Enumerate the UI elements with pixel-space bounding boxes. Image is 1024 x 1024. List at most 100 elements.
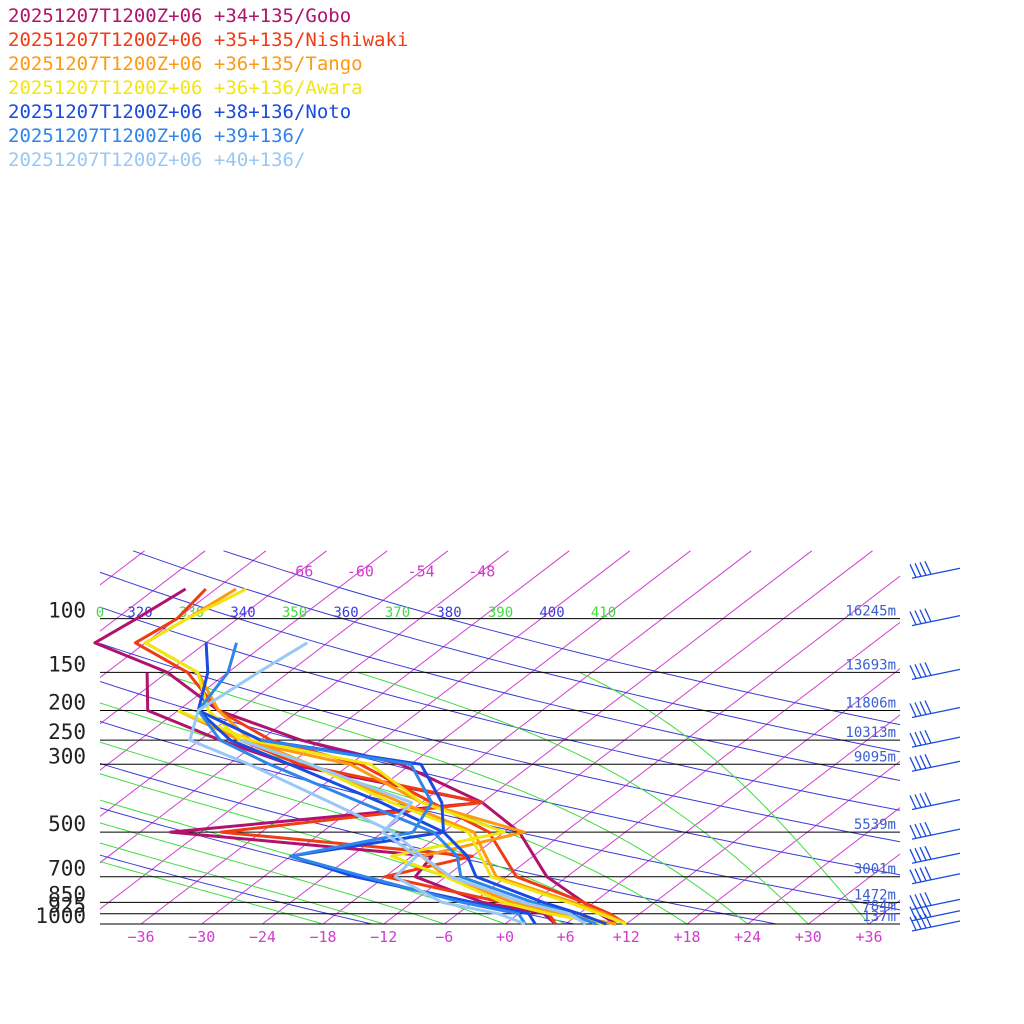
wind-barb-icon	[909, 821, 961, 840]
legend-item: 20251207T1200Z+06 +36+135/Tango	[8, 53, 363, 75]
height-label: 784m	[862, 899, 896, 915]
height-label: 137m	[862, 909, 896, 925]
temperature-tick-label: +30	[795, 928, 822, 946]
pressure-label: 150	[48, 652, 86, 676]
wind-barb-icon	[909, 729, 961, 748]
dry-adiabat-line	[100, 642, 900, 843]
dewpoint-series-line	[260, 738, 527, 925]
theta-label: 320	[127, 605, 152, 621]
temperature-series-line	[196, 642, 607, 926]
moist-adiabat-line	[100, 822, 445, 924]
pressure-label: 250	[48, 720, 86, 744]
dry-adiabat-line	[100, 606, 900, 811]
temperature-tick-label: −12	[370, 928, 397, 946]
temperature-tick-label: −6	[435, 928, 453, 946]
temperature-tick-label: +24	[734, 928, 761, 946]
temperature-tick-label: +18	[673, 928, 700, 946]
height-label: 16245m	[845, 604, 896, 620]
theta-label: 380	[436, 605, 461, 621]
wind-barb-icon	[909, 700, 961, 719]
isotherm-line	[100, 550, 570, 910]
legend-item: 20251207T1200Z+06 +35+135/Nishiwaki	[8, 29, 409, 51]
isotherm-line	[201, 550, 691, 924]
pressure-label: 700	[48, 857, 86, 881]
dry-adiabat-line	[100, 854, 373, 924]
temperature-series-line	[188, 641, 587, 926]
legend-item: 20251207T1200Z+06 +39+136/	[8, 125, 306, 147]
pressure-label: 200	[48, 691, 86, 715]
moist-adiabat-line	[100, 842, 384, 924]
theta-label: 410	[591, 605, 616, 621]
moist-adiabat-line	[579, 671, 870, 924]
isotherm-line	[100, 550, 449, 818]
upper-temperature-label: -66	[286, 562, 313, 580]
temperature-tick-label: −30	[188, 928, 215, 946]
temperature-tick-label: +0	[496, 928, 514, 946]
isotherm-line	[100, 550, 206, 632]
height-label: 13693m	[845, 657, 896, 673]
upper-temperature-label: -54	[408, 562, 435, 580]
isotherm-line	[0, 551, 23, 924]
height-label: 9095m	[854, 749, 896, 765]
wind-barb-icon	[909, 866, 961, 885]
pressure-label: 500	[48, 812, 86, 836]
theta-label: 390	[488, 605, 513, 621]
height-label: 5539m	[854, 817, 896, 833]
wind-barb-icon	[909, 845, 961, 864]
theta-label: 340	[230, 605, 255, 621]
upper-temperature-label: -48	[468, 562, 495, 580]
temperature-tick-label: +12	[613, 928, 640, 946]
isotherm-line	[807, 853, 900, 924]
temperature-tick-label: +36	[855, 928, 882, 946]
legend-item: 20251207T1200Z+06 +34+135/Gobo	[8, 5, 352, 27]
isotherm-line	[262, 550, 752, 924]
isotherm-line	[565, 668, 900, 924]
legend-item: 20251207T1200Z+06 +36+136/Awara	[8, 77, 363, 99]
isotherm-line	[140, 550, 631, 924]
isotherm-line	[100, 550, 327, 725]
isotherm-line	[686, 760, 900, 924]
height-label: 1472m	[854, 887, 896, 903]
theta-label: 400	[539, 605, 564, 621]
theta-label: 350	[282, 605, 307, 621]
dry-adiabat-line	[223, 550, 900, 726]
height-label: 10313m	[845, 725, 896, 741]
temperature-tick-label: −24	[249, 928, 276, 946]
dry-adiabat-line	[100, 762, 777, 924]
pressure-label: 850	[48, 882, 86, 906]
pressure-label: 100	[48, 599, 86, 623]
temperature-tick-label: +6	[557, 928, 575, 946]
upper-temperature-label: -60	[347, 562, 374, 580]
pressure-label: 925	[48, 894, 86, 918]
temperature-tick-label: −18	[309, 928, 336, 946]
wind-barb-icon	[909, 754, 961, 772]
dry-adiabat-line	[132, 550, 900, 753]
wind-barb-icon	[909, 892, 961, 911]
moist-adiabat-line	[158, 671, 748, 924]
isotherm-line	[504, 621, 900, 924]
dewpoint-series-line	[177, 709, 607, 926]
theta-label: 360	[333, 605, 358, 621]
legend-item: 20251207T1200Z+06 +40+136/	[8, 149, 306, 171]
theta-label: 370	[385, 605, 410, 621]
dry-adiabat-line	[100, 571, 900, 781]
dewpoint-series-line	[145, 672, 557, 926]
wind-barb-icon	[909, 608, 961, 627]
isotherm-line	[625, 714, 900, 924]
isotherm-line	[443, 575, 900, 924]
pressure-label: 1000	[35, 904, 86, 928]
wind-barb-icon	[909, 561, 961, 579]
legend: 20251207T1200Z+06 +34+135/Gobo 20251207T1…	[8, 4, 408, 172]
pressure-label: 300	[48, 744, 86, 768]
height-label: 3001m	[854, 862, 896, 878]
legend-item: 20251207T1200Z+06 +38+136/Noto	[8, 101, 352, 123]
isotherm-line	[100, 550, 388, 771]
wind-barb-icon	[909, 792, 961, 811]
height-label: 11806m	[845, 696, 896, 712]
moist-adiabat-line	[357, 671, 809, 924]
temperature-series-line	[133, 587, 628, 926]
dry-adiabat-line	[100, 720, 900, 911]
wind-barb-icon	[909, 903, 961, 922]
moist-adiabat-line	[100, 861, 324, 924]
